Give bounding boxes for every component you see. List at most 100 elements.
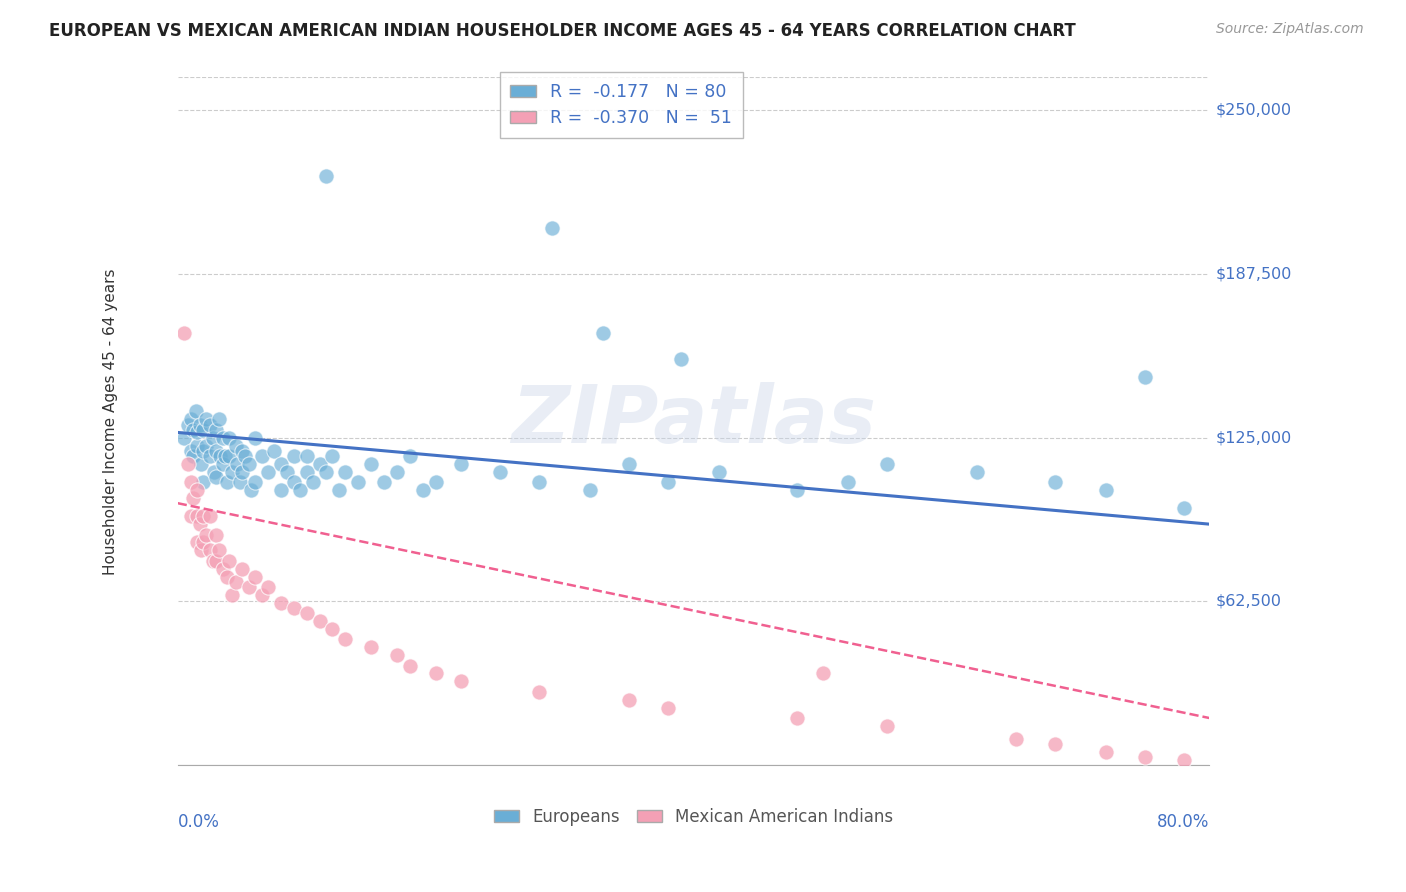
Point xyxy=(1095,483,1118,497)
Point xyxy=(198,417,221,432)
Point xyxy=(250,588,273,602)
Point xyxy=(398,658,420,673)
Point xyxy=(208,412,231,426)
Point xyxy=(786,483,808,497)
Point xyxy=(211,431,233,445)
Point xyxy=(398,449,420,463)
Point xyxy=(308,457,330,471)
Point xyxy=(202,465,225,479)
Point xyxy=(1095,745,1118,759)
Point xyxy=(193,475,215,490)
Point xyxy=(966,465,988,479)
Point xyxy=(669,352,692,367)
Point xyxy=(201,431,224,445)
Point xyxy=(360,640,382,655)
Text: $62,500: $62,500 xyxy=(1216,594,1282,609)
Point xyxy=(201,554,224,568)
Point xyxy=(811,666,834,681)
Point xyxy=(295,449,318,463)
Point xyxy=(215,475,238,490)
Point xyxy=(786,711,808,725)
Text: $187,500: $187,500 xyxy=(1216,267,1292,282)
Point xyxy=(295,606,318,620)
Point xyxy=(177,457,200,471)
Point xyxy=(290,483,312,497)
Text: ZIPatlas: ZIPatlas xyxy=(510,383,876,460)
Point xyxy=(193,423,215,437)
Point xyxy=(657,475,679,490)
Point xyxy=(243,431,266,445)
Point xyxy=(335,632,357,647)
Point xyxy=(231,562,253,576)
Point xyxy=(385,648,408,662)
Point xyxy=(211,457,233,471)
Point xyxy=(214,449,236,463)
Point xyxy=(450,674,472,689)
Point xyxy=(243,569,266,583)
Point xyxy=(425,666,447,681)
Point xyxy=(190,543,212,558)
Point xyxy=(837,475,859,490)
Point xyxy=(221,465,243,479)
Point xyxy=(193,535,215,549)
Point xyxy=(181,449,204,463)
Point xyxy=(198,449,221,463)
Point xyxy=(231,465,253,479)
Point xyxy=(231,443,253,458)
Point xyxy=(188,517,211,532)
Point xyxy=(412,483,434,497)
Point xyxy=(180,443,202,458)
Point xyxy=(1173,753,1195,767)
Point xyxy=(186,483,208,497)
Point xyxy=(283,449,305,463)
Point xyxy=(1133,370,1156,384)
Point xyxy=(527,685,550,699)
Point xyxy=(173,326,195,340)
Point xyxy=(205,527,228,541)
Point xyxy=(1173,501,1195,516)
Point xyxy=(173,431,195,445)
Point xyxy=(226,457,249,471)
Point xyxy=(876,457,898,471)
Legend: Europeans, Mexican American Indians: Europeans, Mexican American Indians xyxy=(488,801,900,832)
Point xyxy=(321,449,343,463)
Point xyxy=(190,457,212,471)
Point xyxy=(321,622,343,636)
Point xyxy=(489,465,512,479)
Point xyxy=(180,509,202,524)
Point xyxy=(209,449,232,463)
Point xyxy=(225,574,247,589)
Point xyxy=(180,475,202,490)
Point xyxy=(193,443,215,458)
Point xyxy=(205,554,228,568)
Point xyxy=(1133,750,1156,764)
Point xyxy=(592,326,614,340)
Point xyxy=(218,554,240,568)
Point xyxy=(195,412,218,426)
Point xyxy=(1043,737,1066,751)
Point xyxy=(425,475,447,490)
Point xyxy=(579,483,602,497)
Point xyxy=(186,535,208,549)
Point xyxy=(205,443,228,458)
Point xyxy=(221,588,243,602)
Point xyxy=(243,475,266,490)
Point xyxy=(373,475,395,490)
Point xyxy=(218,431,240,445)
Point xyxy=(198,543,221,558)
Point xyxy=(184,404,207,418)
Point xyxy=(617,692,640,706)
Point xyxy=(385,465,408,479)
Point xyxy=(347,475,370,490)
Point xyxy=(328,483,350,497)
Point xyxy=(240,483,263,497)
Point xyxy=(270,483,292,497)
Text: 0.0%: 0.0% xyxy=(177,814,219,831)
Point xyxy=(215,569,238,583)
Point xyxy=(315,169,337,183)
Point xyxy=(228,475,250,490)
Point xyxy=(295,465,318,479)
Point xyxy=(276,465,298,479)
Point xyxy=(657,700,679,714)
Point xyxy=(527,475,550,490)
